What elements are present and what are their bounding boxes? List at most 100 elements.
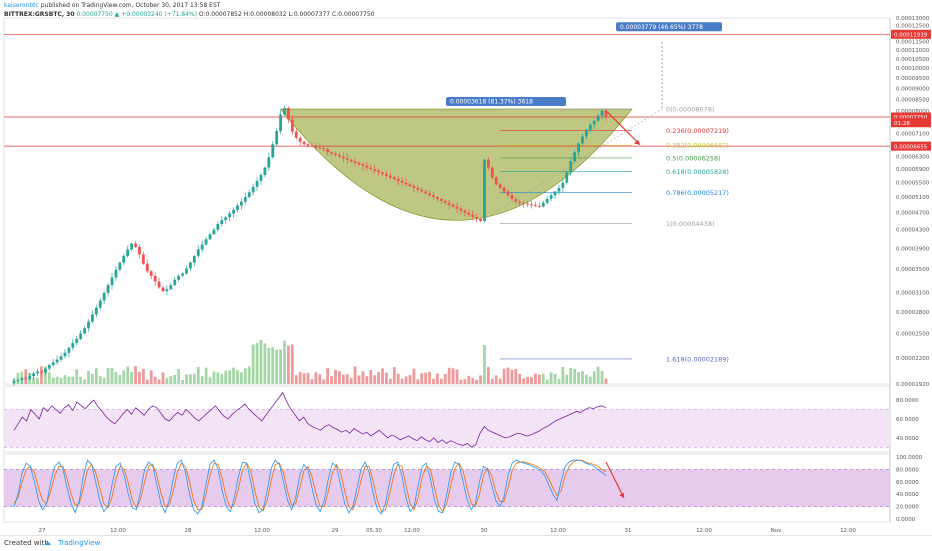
publisher-name[interactable]: kaiseronbtc <box>4 2 39 9</box>
volume-bar <box>471 377 475 384</box>
candle-body <box>514 198 518 202</box>
stoch-pane: 100.0000 80.0000 60.0000 40.0000 20.0000 0.00… <box>4 455 923 523</box>
candle-body <box>518 201 522 203</box>
volume-bar <box>522 378 526 384</box>
candle-body <box>581 136 584 144</box>
stoch-tick-label: 60.0000 <box>896 480 919 486</box>
price-tick-label: 0.00003100 <box>896 290 930 296</box>
symbol[interactable]: BITTREX:GRSBTC, 30 <box>4 11 75 18</box>
candle-body <box>141 254 145 264</box>
time-tick-label: 29 <box>332 528 339 534</box>
candle-body <box>373 169 377 171</box>
price-tick-label: 0.00010000 <box>896 66 930 72</box>
volume-bar <box>208 377 212 384</box>
stoch-k-line <box>13 459 607 515</box>
volume-bar <box>149 370 153 384</box>
candle-body <box>20 378 24 381</box>
candle-body <box>369 167 373 170</box>
candle-body <box>267 157 271 168</box>
fib-levels: 0(0.00008078) 0.236(0.00007219) 0.382(0.00… <box>500 106 729 363</box>
price-tick-label: 0.00003500 <box>896 267 930 273</box>
volume-bar <box>94 368 98 384</box>
volume-bar <box>381 368 384 384</box>
candle-body <box>263 167 267 176</box>
candle-body <box>224 217 228 221</box>
price-tick-label: 0.00004300 <box>896 228 930 234</box>
price-badge-label: 0.00006655 <box>894 144 928 150</box>
volume-bar <box>545 379 549 384</box>
volume-bar <box>600 371 604 384</box>
candle-body <box>451 204 455 207</box>
candle-body <box>345 158 349 160</box>
volume-bar <box>98 376 102 384</box>
candle-body <box>592 120 596 125</box>
price-tick-label: 0.00011500 <box>896 39 930 45</box>
volume-bar <box>486 366 490 384</box>
publish-text: published on TradingView.com, October 30… <box>40 2 221 9</box>
volume-bar <box>412 368 416 384</box>
chart-svg[interactable]: 0(0.00008078) 0.236(0.00007219) 0.382(0.00… <box>0 0 932 535</box>
volume-bar <box>302 373 306 384</box>
candle-body <box>443 200 447 203</box>
volume-bar <box>365 376 369 384</box>
candle-body <box>43 368 47 373</box>
volume-bar <box>153 376 157 384</box>
candle-body <box>447 202 451 205</box>
candle-body <box>314 146 318 148</box>
price-tick-label: 0.00009500 <box>896 76 930 82</box>
volume-bar <box>224 370 228 384</box>
volume-bar <box>239 372 243 384</box>
candle-body <box>189 262 192 269</box>
candle-body <box>306 144 310 146</box>
price-tick-label: 0.00008500 <box>896 97 930 103</box>
price-tick-label: 0.00001920 <box>896 382 930 388</box>
candle-body <box>149 271 153 276</box>
time-tick-label: 12:00 <box>404 528 420 534</box>
stoch-tick-label: 100.0000 <box>896 455 923 461</box>
volume-bar <box>596 366 600 384</box>
volume-bar <box>275 349 279 384</box>
candle-body <box>557 187 561 192</box>
candle-body <box>165 289 169 292</box>
candle-body <box>283 108 286 115</box>
volume-bar <box>55 376 59 384</box>
tradingview-brand[interactable]: TradingView <box>58 539 101 547</box>
candle-body <box>157 281 161 288</box>
time-tick-label: 12:00 <box>110 528 126 534</box>
candle-body <box>569 161 573 173</box>
created-with-text: Created with <box>4 539 49 547</box>
volume-bar <box>247 366 251 384</box>
volume-bar <box>353 366 357 384</box>
volume-bar <box>173 375 177 384</box>
volume-bar <box>498 378 502 384</box>
candle-body <box>110 277 114 286</box>
candle-body <box>106 285 110 293</box>
volume-bar <box>102 378 106 384</box>
price-tick-label: 0.00012500 <box>896 24 930 30</box>
candle-body <box>471 214 475 217</box>
volume-bar <box>141 368 145 384</box>
candle-body <box>494 177 498 185</box>
fib-level-label: 1.618(0.00002189) <box>666 355 729 363</box>
volume-bar <box>130 371 134 384</box>
price-tick-label: 0.00008000 <box>896 109 930 115</box>
candle-body <box>463 210 467 213</box>
price-tick-label: 0.00003900 <box>896 246 930 252</box>
stoch-band <box>4 469 890 507</box>
candle-body <box>428 193 431 196</box>
volume-bar <box>377 372 381 384</box>
candle-body <box>145 263 149 272</box>
volume-bar <box>506 367 510 384</box>
volume-bar <box>138 371 141 384</box>
volume-bar <box>283 340 286 384</box>
candle-body <box>537 205 541 207</box>
candle-body <box>63 352 67 357</box>
time-tick-label: 28 <box>185 528 192 534</box>
volume-bar <box>298 372 302 384</box>
candle-body <box>400 180 404 183</box>
volume-bar <box>255 342 259 384</box>
price-badge-label: 0.00011939 <box>894 32 928 38</box>
volume-bar <box>392 367 396 384</box>
candle-body <box>40 371 43 373</box>
candle-body <box>251 186 255 193</box>
